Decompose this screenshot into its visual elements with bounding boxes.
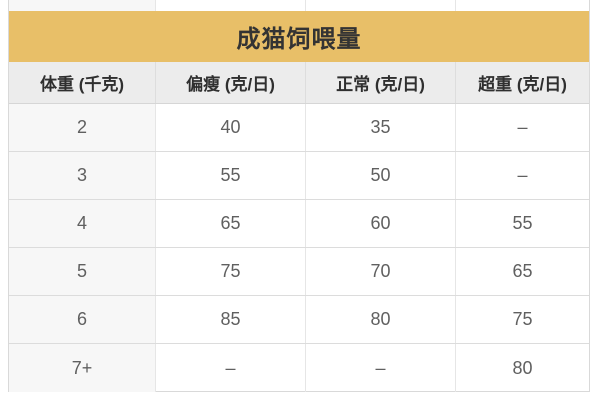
cat-feeding-table: 成猫饲喂量 体重 (千克) 偏瘦 (克/日) 正常 (克/日) 超重 (克/日)… xyxy=(8,0,590,392)
value-cell: 75 xyxy=(455,296,589,343)
value-cell: 70 xyxy=(305,248,455,295)
table-row: 3 55 50 – xyxy=(9,152,589,200)
table-row: 6 85 80 75 xyxy=(9,296,589,344)
table-cell xyxy=(9,0,155,11)
value-cell: – xyxy=(455,152,589,199)
weight-cell: 5 xyxy=(9,248,155,295)
table-row: 5 75 70 65 xyxy=(9,248,589,296)
value-cell: 80 xyxy=(305,296,455,343)
value-cell: – xyxy=(305,344,455,392)
table-row: 2 40 35 – xyxy=(9,104,589,152)
value-cell: – xyxy=(455,104,589,151)
table-title: 成猫饲喂量 xyxy=(9,11,589,62)
value-cell: 75 xyxy=(155,248,305,295)
value-cell: 80 xyxy=(455,344,589,392)
value-cell: 40 xyxy=(155,104,305,151)
column-header-overweight: 超重 (克/日) xyxy=(455,62,589,103)
value-cell: 55 xyxy=(455,200,589,247)
value-cell: 65 xyxy=(155,200,305,247)
value-cell: 60 xyxy=(305,200,455,247)
value-cell: 65 xyxy=(455,248,589,295)
weight-cell: 2 xyxy=(9,104,155,151)
table-cell xyxy=(455,0,589,11)
value-cell: – xyxy=(155,344,305,392)
table-cell xyxy=(305,0,455,11)
table-cell xyxy=(155,0,305,11)
table-header-row: 体重 (千克) 偏瘦 (克/日) 正常 (克/日) 超重 (克/日) xyxy=(9,62,589,104)
column-header-thin: 偏瘦 (克/日) xyxy=(155,62,305,103)
weight-cell: 6 xyxy=(9,296,155,343)
value-cell: 55 xyxy=(155,152,305,199)
weight-cell: 7+ xyxy=(9,344,155,392)
table-row: 7+ – – 80 xyxy=(9,344,589,392)
value-cell: 35 xyxy=(305,104,455,151)
value-cell: 50 xyxy=(305,152,455,199)
table-row: 4 65 60 55 xyxy=(9,200,589,248)
value-cell: 85 xyxy=(155,296,305,343)
column-header-normal: 正常 (克/日) xyxy=(305,62,455,103)
weight-cell: 4 xyxy=(9,200,155,247)
weight-cell: 3 xyxy=(9,152,155,199)
column-header-weight: 体重 (千克) xyxy=(39,75,125,94)
clipped-previous-row xyxy=(9,0,589,11)
